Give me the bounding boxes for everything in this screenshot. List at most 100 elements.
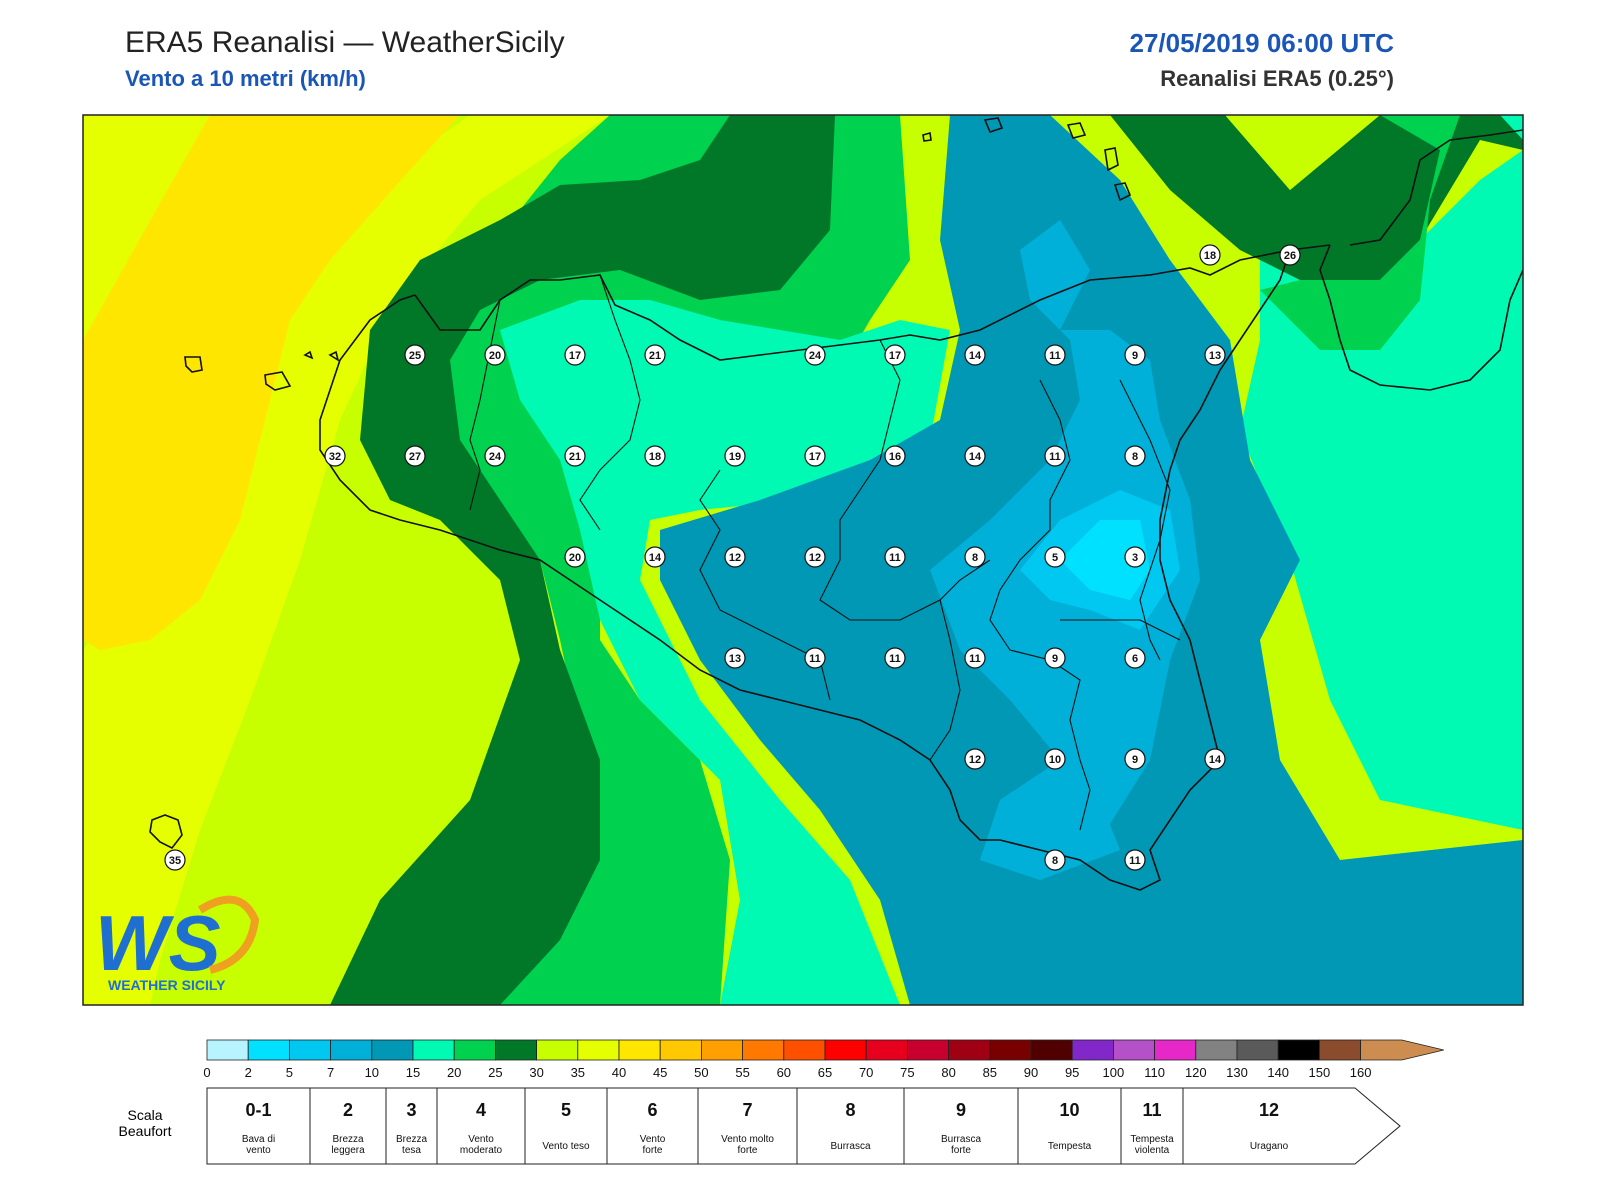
station-circle bbox=[1124, 849, 1146, 871]
station-marker: 9 bbox=[1044, 647, 1066, 669]
beaufort-name-line1: Vento molto bbox=[721, 1134, 774, 1145]
station-wind-value: 8 bbox=[1052, 855, 1058, 867]
station-wind-value: 11 bbox=[1049, 350, 1061, 362]
station-marker: 6 bbox=[1124, 647, 1146, 669]
beaufort-number: 9 bbox=[956, 1100, 966, 1120]
station-circle bbox=[804, 344, 826, 366]
station-marker: 24 bbox=[804, 344, 826, 366]
station-circle bbox=[404, 344, 426, 366]
colorbar-swatch bbox=[453, 1039, 496, 1061]
station-marker: 11 bbox=[1044, 344, 1066, 366]
station-wind-value: 14 bbox=[649, 552, 662, 564]
colorbar-swatch bbox=[618, 1039, 661, 1061]
station-marker: 11 bbox=[1044, 445, 1066, 467]
beaufort-cell bbox=[385, 1087, 438, 1165]
station-circle bbox=[1044, 445, 1066, 467]
beaufort-name-line1: Bava di bbox=[242, 1134, 275, 1145]
station-wind-value: 17 bbox=[569, 350, 581, 362]
colorbar-swatch bbox=[1236, 1039, 1279, 1061]
station-wind-value: 8 bbox=[1132, 451, 1138, 463]
wind-field bbox=[83, 115, 1523, 1005]
station-circle bbox=[564, 445, 586, 467]
station-wind-value: 3 bbox=[1132, 552, 1138, 564]
beaufort-name-line1: Brezza bbox=[396, 1134, 428, 1145]
colorbar-tick-label: 10 bbox=[365, 1065, 379, 1080]
station-wind-value: 11 bbox=[1049, 451, 1061, 463]
colorbar-tick-label: 150 bbox=[1309, 1065, 1331, 1080]
station-circle bbox=[1124, 344, 1146, 366]
station-marker: 12 bbox=[964, 748, 986, 770]
station-marker: 25 bbox=[404, 344, 426, 366]
station-marker: 17 bbox=[804, 445, 826, 467]
station-circle bbox=[324, 445, 346, 467]
colorbar-tick-label: 100 bbox=[1103, 1065, 1125, 1080]
beaufort-name-line2: violenta bbox=[1135, 1145, 1170, 1156]
station-wind-value: 35 bbox=[169, 855, 181, 867]
station-marker: 32 bbox=[324, 445, 346, 467]
station-marker: 17 bbox=[564, 344, 586, 366]
beaufort-name-line1: Tempesta bbox=[1048, 1141, 1092, 1152]
beaufort-name-line1: Vento teso bbox=[542, 1141, 590, 1152]
beaufort-cell bbox=[1120, 1087, 1184, 1165]
colorbar-tick-label: 160 bbox=[1350, 1065, 1372, 1080]
beaufort-label-1: Scala bbox=[127, 1107, 162, 1123]
beaufort-name-line2: tesa bbox=[402, 1145, 421, 1156]
beaufort-number: 0-1 bbox=[245, 1100, 271, 1120]
beaufort-name-line1: Brezza bbox=[332, 1134, 364, 1145]
station-marker: 11 bbox=[884, 546, 906, 568]
colorbar-swatch bbox=[206, 1039, 249, 1061]
station-wind-value: 26 bbox=[1284, 250, 1296, 262]
map-frame bbox=[82, 114, 1524, 1006]
wind-speed-colorbar: 0 2 5 7 10 15 20 25 30 35 40 45 50 55 60 65 70 75 80 85 90 95… bbox=[203, 1039, 1444, 1080]
colorbar-swatch bbox=[371, 1039, 414, 1061]
beaufort-name-line2: leggera bbox=[331, 1145, 365, 1156]
colorbar-tick-label: 70 bbox=[859, 1065, 873, 1080]
colorbar-swatch bbox=[1319, 1039, 1362, 1061]
station-wind-value: 11 bbox=[889, 552, 901, 564]
station-marker: 17 bbox=[884, 344, 906, 366]
colorbar-tick-label: 55 bbox=[735, 1065, 749, 1080]
beaufort-name-line1: Vento bbox=[640, 1134, 666, 1145]
station-circle bbox=[884, 445, 906, 467]
colorbar-tick-label: 140 bbox=[1267, 1065, 1289, 1080]
station-circle bbox=[1124, 546, 1146, 568]
model-label: Reanalisi ERA5 (0.25°) bbox=[1160, 66, 1394, 91]
logo-text: WS bbox=[95, 899, 221, 987]
station-circle bbox=[1204, 344, 1226, 366]
colorbar-tick-label: 7 bbox=[327, 1065, 334, 1080]
colorbar-tick-label: 75 bbox=[900, 1065, 914, 1080]
station-circle bbox=[1199, 244, 1221, 266]
station-circle bbox=[564, 344, 586, 366]
colorbar-tick-label: 120 bbox=[1185, 1065, 1207, 1080]
colorbar-swatch bbox=[577, 1039, 620, 1061]
station-circle bbox=[724, 647, 746, 669]
weather-sicily-logo: WS WEATHER SICILY bbox=[95, 895, 260, 993]
colorbar-swatch bbox=[1195, 1039, 1238, 1061]
station-wind-value: 10 bbox=[1049, 754, 1061, 766]
station-marker: 24 bbox=[484, 445, 506, 467]
station-marker: 18 bbox=[1199, 244, 1221, 266]
station-marker: 21 bbox=[564, 445, 586, 467]
beaufort-number: 7 bbox=[742, 1100, 752, 1120]
colorbar-tick-label: 85 bbox=[983, 1065, 997, 1080]
station-marker: 27 bbox=[404, 445, 426, 467]
station-wind-value: 14 bbox=[1209, 754, 1222, 766]
station-circle bbox=[964, 647, 986, 669]
colorbar-tick-label: 40 bbox=[612, 1065, 626, 1080]
station-circle bbox=[884, 546, 906, 568]
station-wind-value: 9 bbox=[1132, 754, 1138, 766]
map-title: ERA5 Reanalisi — WeatherSicily bbox=[125, 26, 565, 59]
beaufort-number: 5 bbox=[561, 1100, 571, 1120]
colorbar-tick-label: 0 bbox=[203, 1065, 210, 1080]
station-circle bbox=[644, 546, 666, 568]
station-wind-value: 18 bbox=[1204, 250, 1216, 262]
station-wind-value: 27 bbox=[409, 451, 421, 463]
colorbar-tick-label: 5 bbox=[286, 1065, 293, 1080]
station-wind-value: 18 bbox=[649, 451, 661, 463]
station-circle bbox=[804, 445, 826, 467]
colorbar-tick-label: 2 bbox=[245, 1065, 252, 1080]
station-marker: 12 bbox=[804, 546, 826, 568]
beaufort-cell bbox=[524, 1087, 608, 1165]
beaufort-cell bbox=[1182, 1087, 1401, 1165]
